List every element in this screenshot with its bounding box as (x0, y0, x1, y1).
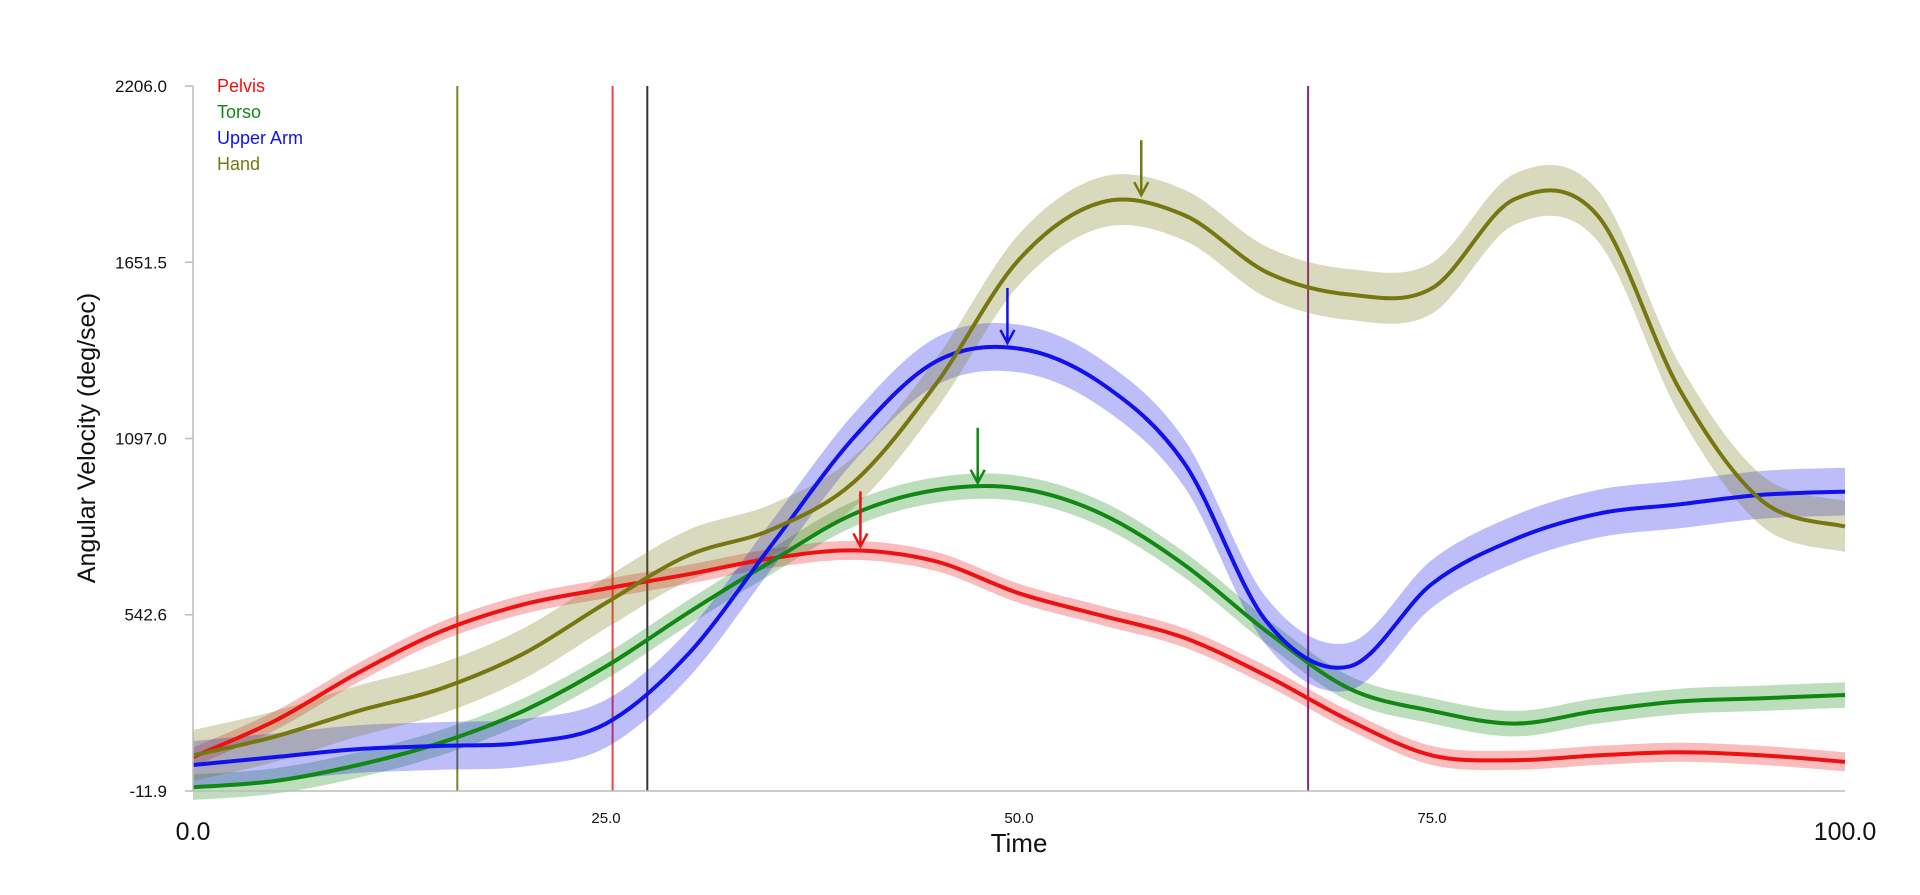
band-upper-arm (193, 323, 1845, 789)
legend: Pelvis Torso Upper Arm Hand (217, 76, 303, 174)
peak-arrow-torso (969, 427, 986, 486)
peak-arrow-head (969, 469, 986, 486)
y-tick-label: 1097.0 (115, 430, 167, 449)
legend-item-pelvis: Pelvis (217, 76, 265, 96)
peak-arrows (852, 140, 1150, 550)
series-line-pelvis (192, 548, 1846, 764)
x-axis-title: Time (991, 828, 1048, 858)
band-torso (193, 473, 1845, 800)
x-tick-label: 25.0 (591, 810, 620, 827)
x-tick-label: 50.0 (1004, 810, 1033, 827)
x-tick-label: 75.0 (1417, 810, 1446, 827)
peak-arrow-upper-arm (999, 287, 1016, 346)
band-pelvis (193, 540, 1845, 772)
band-hand (193, 164, 1845, 781)
variance-bands (193, 164, 1845, 800)
series-line-torso (192, 484, 1846, 790)
y-tick-label: 2206.0 (115, 77, 167, 96)
y-tick-label: 1651.5 (115, 253, 167, 272)
marker-lines (456, 86, 1310, 791)
peak-arrow-head (852, 532, 869, 550)
legend-item-upper-arm: Upper Arm (217, 128, 303, 148)
peak-arrow-hand (1133, 140, 1150, 198)
series-lines (192, 188, 1846, 790)
series-line-upper-arm (192, 344, 1846, 767)
x-tick-label: 100.0 (1814, 818, 1877, 846)
tick-labels: -11.9 542.6 1097.0 1651.5 2206.0 0.0 25.0 50.0 7… (115, 77, 1876, 846)
series-line-hand (192, 188, 1846, 758)
x-tick-label: 0.0 (176, 818, 211, 846)
y-tick-label: -11.9 (130, 782, 168, 801)
peak-arrow-head (999, 329, 1016, 346)
peak-arrow-head (1133, 181, 1150, 198)
y-tick-label: 542.6 (124, 606, 167, 625)
legend-item-torso: Torso (217, 102, 261, 122)
legend-item-hand: Hand (217, 154, 260, 174)
y-axis-title: Angular Velocity (deg/sec) (73, 293, 101, 583)
peak-arrow-pelvis (852, 491, 869, 550)
